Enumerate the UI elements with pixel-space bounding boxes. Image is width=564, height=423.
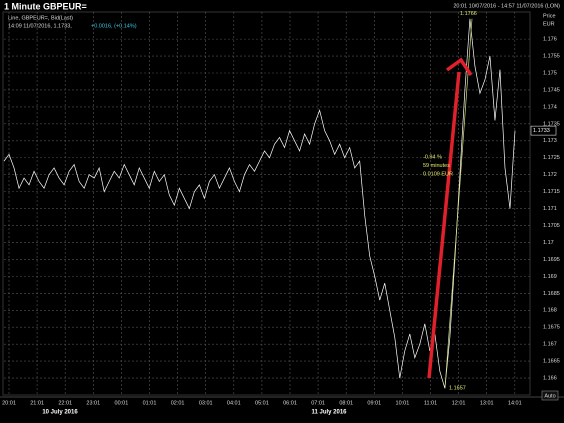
x-tick-label: 05:01 xyxy=(255,400,269,406)
y-tick-label: 1.167 xyxy=(543,342,557,348)
y-tick-label: 1.17 xyxy=(543,240,554,246)
price-line xyxy=(3,18,516,389)
y-tick-label: 1.168 xyxy=(543,308,557,314)
y-axis-unit: EUR xyxy=(543,21,555,27)
chart-title: 1 Minute GBPEUR= xyxy=(4,1,87,11)
x-tick-label: 10:01 xyxy=(396,400,410,406)
last-price-box xyxy=(530,125,557,136)
move-annotation: 59 minutes xyxy=(423,163,450,169)
low-label: 1.1657 xyxy=(449,386,466,392)
y-tick-label: 1.166 xyxy=(543,376,557,382)
x-tick-label: 07:01 xyxy=(311,400,325,406)
x-tick-label: 12:01 xyxy=(452,400,466,406)
time-range: 20:01 10/07/2016 - 14:57 11/07/2016 (LON… xyxy=(453,3,560,9)
date-label: 11 July 2016 xyxy=(311,410,347,416)
y-tick-label: 1.176 xyxy=(543,37,557,43)
auto-label[interactable]: Auto xyxy=(544,393,555,399)
x-tick-label: 00:01 xyxy=(115,400,129,406)
auto-button[interactable] xyxy=(541,390,559,401)
y-tick-label: 1.1745 xyxy=(543,87,560,93)
x-tick-label: 02:01 xyxy=(171,400,185,406)
red-arrow-shaft xyxy=(427,71,461,379)
x-tick-label: 11:01 xyxy=(424,400,437,406)
date-label: 10 July 2016 xyxy=(42,410,78,416)
legend-series: Line, GBPEUR=, Bid(Last) xyxy=(8,15,73,21)
plot-frame xyxy=(2,11,531,396)
y-tick-label: 1.175 xyxy=(543,70,557,76)
y-tick-label: 1.173 xyxy=(543,138,557,144)
red-arrow-head xyxy=(445,57,473,76)
x-tick-label: 08:01 xyxy=(339,400,353,406)
measure-line xyxy=(444,18,473,389)
x-tick-label: 20:01 xyxy=(2,400,16,406)
x-tick-label: 04:01 xyxy=(227,400,241,406)
last-price-label: 1.1733 xyxy=(533,128,550,134)
x-tick-label: 13:01 xyxy=(480,400,494,406)
x-tick-label: 09:01 xyxy=(367,400,381,406)
x-tick-label: 21:01 xyxy=(30,400,44,406)
y-tick-label: 1.169 xyxy=(543,274,557,280)
y-tick-label: 1.1735 xyxy=(543,121,560,127)
legend-last: 14:09 11/07/2016, 1.1733, xyxy=(8,23,72,29)
y-tick-label: 1.172 xyxy=(543,172,557,178)
y-tick-label: 1.1685 xyxy=(543,291,560,297)
x-tick-label: 23:01 xyxy=(86,400,100,406)
x-tick-label: 01:01 xyxy=(143,400,157,406)
y-tick-label: 1.1695 xyxy=(543,257,560,263)
legend-change: +0.0016, (+0.14%) xyxy=(91,23,137,29)
plot-layer: 1.166 1.1665 1.167 1.1675 1.168 1.1685 1.169 1.… xyxy=(2,11,560,415)
move-annotation: 0.0109 EUR xyxy=(423,171,453,177)
y-tick-label: 1.1715 xyxy=(543,189,560,195)
y-axis-label: Price xyxy=(543,13,556,19)
y-tick-label: 1.171 xyxy=(543,206,557,212)
x-tick-label: 14:01 xyxy=(508,400,522,406)
high-label: 1.1766 xyxy=(460,11,477,17)
x-tick-label: 03:01 xyxy=(199,400,213,406)
y-tick-label: 1.1675 xyxy=(543,325,560,331)
x-tick-label: 22:01 xyxy=(58,400,72,406)
y-tick-label: 1.1705 xyxy=(543,223,560,229)
y-tick-label: 1.174 xyxy=(543,104,557,110)
move-annotation: -0.94 % xyxy=(423,154,442,160)
x-tick-label: 06:01 xyxy=(283,400,297,406)
y-tick-label: 1.1725 xyxy=(543,155,560,161)
y-tick-label: 1.1755 xyxy=(543,54,560,60)
y-tick-label: 1.1665 xyxy=(543,359,560,365)
